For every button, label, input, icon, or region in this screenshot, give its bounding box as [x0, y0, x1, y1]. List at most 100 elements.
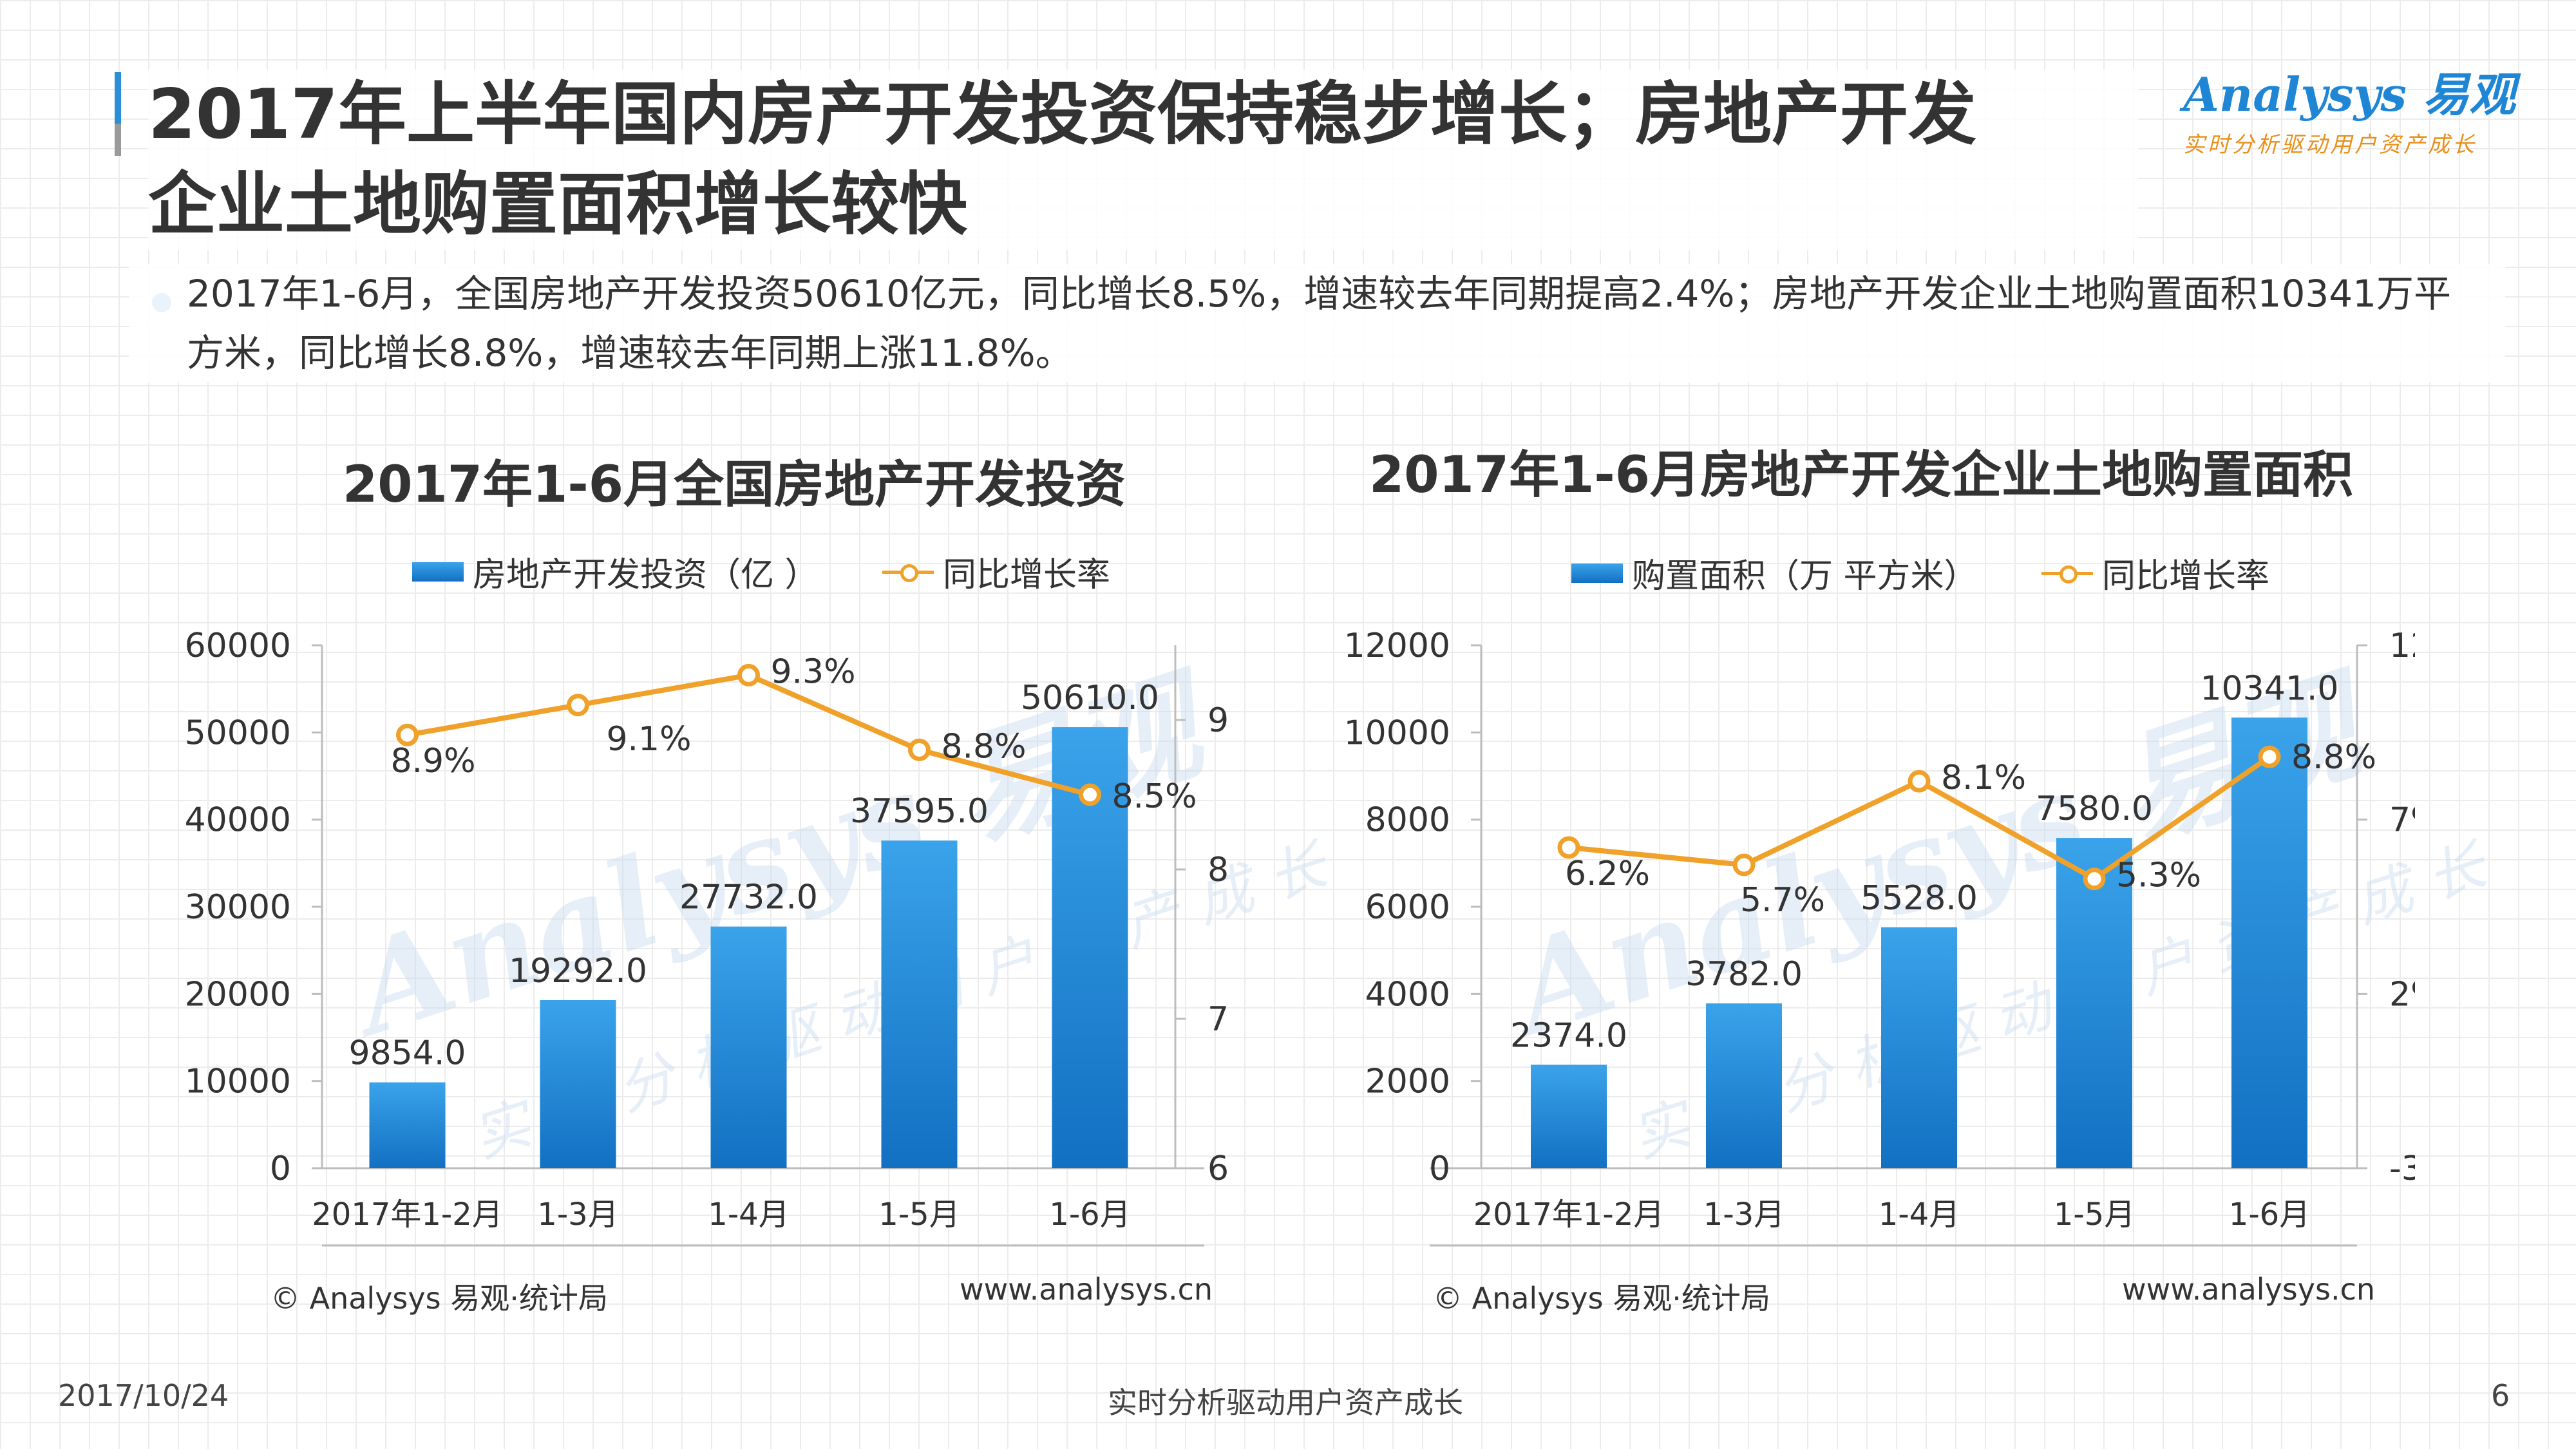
chart2-bar-label: 7580.0	[2036, 790, 2153, 828]
chart2-bar	[2056, 838, 2132, 1168]
chart2-bar	[2231, 717, 2307, 1168]
chart1-bar-label: 50610.0	[1021, 679, 1159, 717]
chart1-y-tick-label: 0	[270, 1150, 291, 1188]
chart1-y-tick-label: 60000	[185, 627, 291, 665]
title-accent-bar	[115, 72, 121, 156]
title-accent-bar-gray	[115, 124, 121, 156]
chart2-growth-label: 5.3%	[2116, 857, 2201, 895]
chart2-x-tick-label: 1-4月	[1879, 1197, 1960, 1233]
legend-line-swatch-icon	[2041, 564, 2093, 583]
chart1-x-tick-label: 1-3月	[537, 1197, 618, 1233]
slide-title-line1: 2017年上半年国内房产开发投资保持稳步增长；房地产开发	[148, 75, 1977, 154]
chart2-y2-tick-label: -3%	[2389, 1150, 2415, 1188]
logo-text: Analysys 易观	[2183, 67, 2516, 122]
legend-bar-swatch-icon	[1571, 563, 1623, 583]
summary-line1: 2017年1-6月，全国房地产开发投资50610亿元，同比增长8.5%，增速较去…	[187, 272, 2452, 316]
chart1-y-tick-label: 50000	[185, 714, 291, 752]
page-number: 6	[2491, 1378, 2510, 1413]
chart1-growth-label: 9.1%	[606, 720, 691, 759]
chart1-plot: 0 10000 20000 30000 40000 50000 60000 6% 7% 8% 9% 9…	[185, 627, 1230, 1247]
chart2-y-tick-label: 10000	[1344, 714, 1450, 752]
summary-line2: 方米，同比增长8.8%，增速较去年同期上涨11.8%。	[187, 331, 1073, 375]
chart2-legend-line-label: 同比增长率	[2102, 557, 2270, 596]
chart1-bar	[881, 840, 958, 1168]
footer-tagline: 实时分析驱动用户资产成长	[1108, 1385, 1463, 1420]
chart2-growth-label: 8.1%	[1941, 759, 2026, 797]
chart1-growth-label: 8.9%	[390, 742, 475, 781]
chart2-bar	[1881, 927, 1957, 1168]
chart2-x-tick-label: 1-5月	[2054, 1197, 2135, 1233]
chart1-bar-label: 27732.0	[679, 878, 818, 917]
chart1-growth-label: 8.8%	[941, 727, 1026, 766]
chart2-bar-label: 10341.0	[2200, 669, 2338, 708]
chart1-bar	[710, 926, 787, 1168]
chart2-x-tick-label: 1-6月	[2229, 1197, 2310, 1233]
chart1-source: © Analysys 易观·统计局	[270, 1281, 608, 1316]
chart2-y-tick-label: 2000	[1365, 1063, 1450, 1101]
footer-date: 2017/10/24	[58, 1378, 229, 1413]
chart2-growth-label: 6.2%	[1565, 855, 1650, 893]
chart2-bar	[1531, 1065, 1607, 1168]
chart1-growth-point	[1079, 783, 1101, 806]
chart2-growth-label: 8.8%	[2291, 738, 2376, 777]
chart2-bar-label: 2374.0	[1510, 1016, 1627, 1055]
slide-title: 2017年上半年国内房产开发投资保持稳步增长；房地产开发 企业土地购置面积增长较…	[148, 70, 2138, 250]
chart2-growth-point	[1557, 836, 1580, 859]
chart1-x-tick-label: 1-4月	[708, 1197, 789, 1233]
summary-text: 2017年1-6月，全国房地产开发投资50610亿元，同比增长8.5%，增速较去…	[129, 264, 2505, 383]
chart2-x-tick-label: 2017年1-2月	[1473, 1197, 1665, 1233]
chart2-y-tick-label: 4000	[1365, 975, 1450, 1014]
chart2-growth-point	[2258, 745, 2281, 768]
chart2-growth-point	[2083, 867, 2106, 891]
chart2-y2-tick-label: 12%	[2389, 627, 2415, 665]
chart1-bar-label: 37595.0	[850, 792, 989, 831]
chart1-y-tick-label: 30000	[185, 888, 291, 927]
chart1-x-tick-label: 1-5月	[878, 1197, 960, 1233]
chart1-website-link[interactable]: www.analysys.cn	[960, 1272, 1213, 1307]
chart1-legend-bar-label: 房地产开发投资（亿 ）	[473, 556, 819, 594]
chart1-y2-tick-label: 7%	[1208, 1000, 1230, 1039]
chart1-y-tick-label: 20000	[185, 975, 291, 1014]
chart2-plot: 0 2000 4000 6000 8000 10000 12000 -3% 2% 7% 12% 237…	[1344, 627, 2415, 1247]
chart1-x-tick-label: 2017年1-2月	[312, 1197, 503, 1233]
chart2-y-tick-label: 8000	[1365, 801, 1450, 840]
chart1-y2-tick-label: 6%	[1208, 1150, 1230, 1188]
chart1-growth-point	[396, 723, 419, 746]
analysys-logo: Analysys 易观 实时分析驱动用户资产成长	[2183, 57, 2518, 160]
chart1-growth-label: 9.3%	[770, 652, 855, 691]
chart1-legend-line-label: 同比增长率	[943, 556, 1111, 594]
chart1-growth-point	[908, 738, 931, 761]
chart2-y2-tick-label: 7%	[2389, 801, 2415, 840]
chart2-x-tick-label: 1-3月	[1703, 1197, 1785, 1233]
chart2-legend-line: 同比增长率	[2041, 549, 2269, 597]
chart2-growth-label: 5.7%	[1740, 881, 1825, 920]
chart1-x-tick-label: 1-6月	[1049, 1197, 1130, 1233]
chart2-growth-point	[1732, 853, 1756, 876]
chart1-y2-tick-label: 9%	[1208, 701, 1230, 740]
slide-title-line2: 企业土地购置面积增长较快	[148, 165, 967, 244]
chart1-bar	[540, 999, 616, 1168]
chart2-y2-tick-label: 2%	[2389, 975, 2415, 1014]
chart2-growth-point	[1908, 770, 1931, 793]
chart1-legend-line: 同比增长率	[882, 547, 1110, 596]
chart1-legend-bar: 房地产开发投资（亿 ）	[412, 547, 819, 596]
chart2-legend-bar: 购置面积（万 平方米）	[1571, 549, 1978, 597]
chart2-y-tick-label: 6000	[1365, 888, 1450, 927]
chart1-bar-label: 19292.0	[509, 952, 647, 990]
logo-subtitle: 实时分析驱动用户资产成长	[2183, 132, 2477, 158]
chart1-growth-point	[737, 663, 760, 687]
chart2-title: 2017年1-6月房地产开发企业土地购置面积	[1368, 446, 2353, 504]
chart2-y-tick-label: 12000	[1344, 627, 1450, 665]
chart2-source: © Analysys 易观·统计局	[1433, 1281, 1770, 1316]
chart1-y2-tick-label: 8%	[1208, 851, 1230, 889]
chart2-bar	[1706, 1003, 1782, 1168]
chart2-legend-bar-label: 购置面积（万 平方米）	[1632, 557, 1978, 596]
chart2-bar-label: 3782.0	[1685, 955, 1803, 994]
legend-line-swatch-icon	[882, 562, 934, 582]
chart2-y-tick-label: 0	[1429, 1150, 1450, 1188]
chart1-y-tick-label: 40000	[185, 801, 291, 840]
chart2-website-link[interactable]: www.analysys.cn	[2122, 1272, 2376, 1307]
chart1-bar	[369, 1082, 446, 1168]
legend-bar-swatch-icon	[412, 562, 464, 582]
chart1-bar-label: 9854.0	[349, 1034, 466, 1073]
